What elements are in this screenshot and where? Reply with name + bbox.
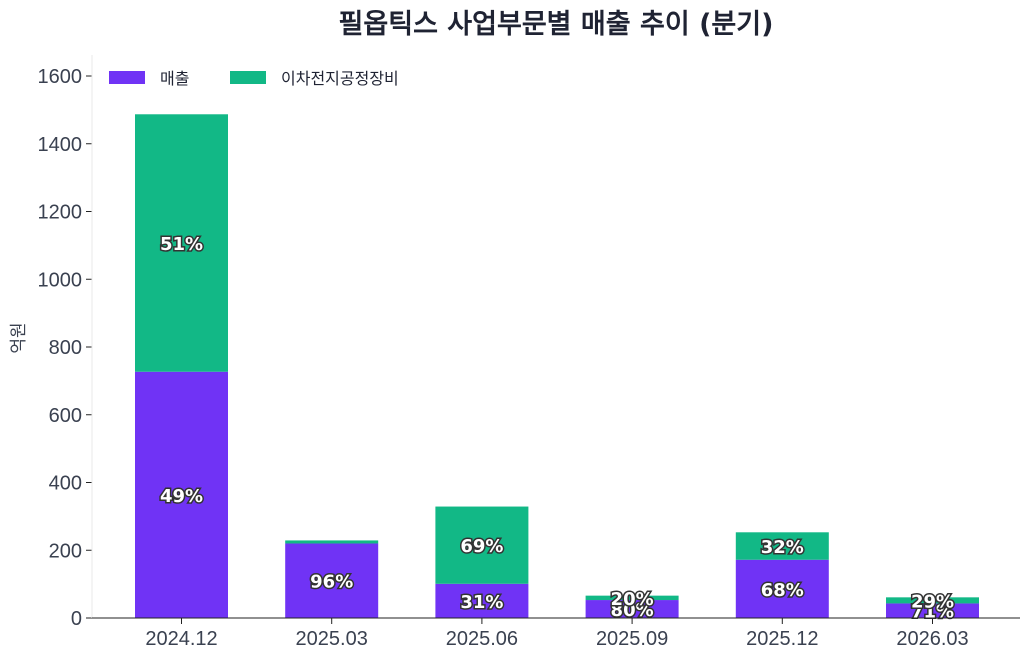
bar-segment-sales [886,603,979,618]
legend-label-battery-equipment: 이차전지공정장비 [281,69,399,88]
bar-segment-battery-equipment [886,597,979,604]
bar-percent-label: 96% [310,572,353,593]
y-tick-label: 400 [49,473,82,495]
x-tick-label: 2025.12 [746,628,818,650]
y-tick-label: 600 [49,405,82,427]
x-tick-label: 2025.03 [296,628,368,650]
y-tick-label: 800 [49,337,82,359]
legend-swatch-battery-equipment [230,71,266,84]
bar-segment-battery-equipment [585,595,679,601]
y-tick-label: 1600 [38,66,83,88]
bar-segment-sales [435,583,529,618]
legend: 매출 이차전지공정장비 [109,69,399,88]
bars [135,114,979,618]
bar-segment-battery-equipment [735,532,829,560]
bar-percent-label: 80% [611,600,654,621]
bar-segment-sales [135,371,228,618]
y-tick-label: 1400 [38,134,83,156]
bar-segment-sales [285,543,379,618]
data-labels: 49% 51% 96% 31% 69% 80%20% 68% 32% 71%29% [158,233,955,625]
y-tick-label: 1000 [38,269,83,291]
x-tick-label: 2025.06 [446,628,518,650]
bar-segment-sales [735,559,829,618]
bar-segment-battery-equipment [135,114,228,372]
x-tick-label: 2026.03 [896,628,968,650]
bar-percent-label: 20% [611,589,654,610]
y-tick-label: 200 [49,540,82,562]
bar-percent-label: 69% [460,536,503,557]
legend-label-sales: 매출 [160,69,189,88]
bar-percent-label: 49% [160,486,203,507]
bar-percent-label: 68% [761,580,804,601]
bar-percent-label: 51% [160,234,203,255]
x-tick-label: 2025.09 [596,628,668,650]
bar-percent-label: 32% [761,537,804,558]
bar-percent-label: 31% [460,592,503,613]
bar-segment-sales [585,600,679,618]
legend-swatch-sales [109,71,145,84]
bar-percent-label: 71% [911,602,954,623]
bar-segment-battery-equipment [285,540,379,544]
x-tick-label: 2024.12 [145,628,217,650]
bar-percent-label: 29% [911,591,954,612]
chart-title: 필옵틱스 사업부문별 매출 추이 (분기) [339,9,774,40]
y-tick-label: 0 [71,608,82,630]
y-tick-label: 1200 [38,202,83,224]
y-axis-label: 억원 [9,322,29,353]
y-axis: 0 200 400 600 800 1000 1200 1400 1600 [38,66,92,630]
bar-segment-battery-equipment [435,506,529,584]
x-axis: 2024.12 2025.03 2025.06 2025.09 2025.12 2026.… [145,618,969,650]
